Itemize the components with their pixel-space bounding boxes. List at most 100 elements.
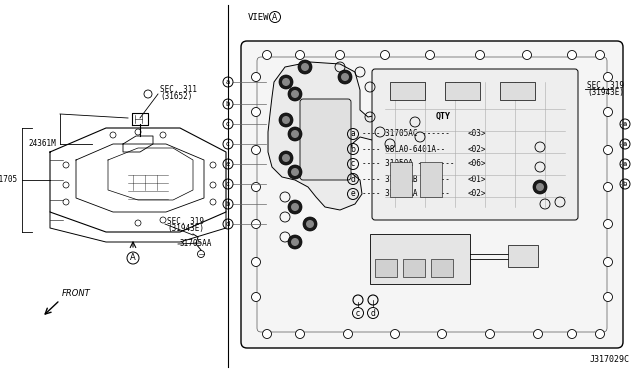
Text: b: b <box>351 144 355 154</box>
Circle shape <box>291 90 299 98</box>
FancyBboxPatch shape <box>372 69 578 220</box>
Text: c: c <box>356 308 360 317</box>
Circle shape <box>279 151 293 165</box>
FancyBboxPatch shape <box>241 41 623 348</box>
Text: A: A <box>273 13 278 22</box>
Text: c: c <box>351 160 355 169</box>
Text: 31705: 31705 <box>0 176 18 185</box>
Circle shape <box>252 73 260 81</box>
Text: a: a <box>623 141 627 147</box>
Text: ---- 31705AB ------: ---- 31705AB ------ <box>362 174 450 183</box>
Circle shape <box>536 183 544 191</box>
Bar <box>370 234 470 284</box>
Circle shape <box>604 257 612 266</box>
Bar <box>500 82 535 100</box>
Text: e: e <box>226 161 230 167</box>
Text: QTY: QTY <box>435 112 451 121</box>
Text: e: e <box>351 189 355 199</box>
Text: d: d <box>351 174 355 183</box>
Circle shape <box>279 75 293 89</box>
Text: (31943E): (31943E) <box>587 87 624 96</box>
Text: <02>: <02> <box>468 189 486 199</box>
Text: 24361M: 24361M <box>28 140 56 148</box>
Text: A: A <box>130 253 136 263</box>
Circle shape <box>252 145 260 154</box>
Circle shape <box>288 165 302 179</box>
Circle shape <box>604 73 612 81</box>
Text: ---- 31705AA ------: ---- 31705AA ------ <box>362 189 450 199</box>
Circle shape <box>291 238 299 246</box>
Circle shape <box>296 330 305 339</box>
Text: ---- 08LA0-6401A--: ---- 08LA0-6401A-- <box>362 144 450 154</box>
Bar <box>390 82 425 100</box>
Circle shape <box>335 51 344 60</box>
Circle shape <box>486 330 495 339</box>
Circle shape <box>438 330 447 339</box>
Circle shape <box>390 330 399 339</box>
Text: ---- 31705AC ------: ---- 31705AC ------ <box>362 129 450 138</box>
Circle shape <box>298 60 312 74</box>
Circle shape <box>279 113 293 127</box>
Text: ---- 31050A --------: ---- 31050A -------- <box>362 160 454 169</box>
Circle shape <box>303 217 317 231</box>
Circle shape <box>568 51 577 60</box>
Text: a: a <box>351 129 355 138</box>
Bar <box>390 162 412 197</box>
Text: J317029C: J317029C <box>590 356 630 365</box>
Text: b: b <box>623 181 627 187</box>
Circle shape <box>291 130 299 138</box>
Circle shape <box>252 257 260 266</box>
Bar <box>431 259 453 277</box>
Circle shape <box>344 330 353 339</box>
Text: c: c <box>226 141 230 147</box>
Circle shape <box>595 330 605 339</box>
Circle shape <box>306 220 314 228</box>
Text: VIEW: VIEW <box>248 13 269 22</box>
Bar <box>375 259 397 277</box>
Text: SEC. 311: SEC. 311 <box>160 86 197 94</box>
Circle shape <box>533 180 547 194</box>
Circle shape <box>282 154 290 162</box>
Text: b: b <box>226 101 230 107</box>
Circle shape <box>288 87 302 101</box>
Bar <box>403 259 425 277</box>
Circle shape <box>252 292 260 301</box>
Circle shape <box>288 127 302 141</box>
Circle shape <box>282 116 290 124</box>
FancyBboxPatch shape <box>300 99 351 180</box>
Bar <box>445 82 480 100</box>
Circle shape <box>262 51 271 60</box>
Circle shape <box>341 73 349 81</box>
Bar <box>508 245 538 267</box>
Circle shape <box>604 183 612 192</box>
Text: c: c <box>226 181 230 187</box>
Text: <06>: <06> <box>468 160 486 169</box>
Text: d: d <box>371 308 376 317</box>
Circle shape <box>381 51 390 60</box>
Circle shape <box>252 219 260 228</box>
Circle shape <box>595 51 605 60</box>
Text: d: d <box>226 221 230 227</box>
Circle shape <box>282 78 290 86</box>
Circle shape <box>301 63 309 71</box>
Text: SEC. 319: SEC. 319 <box>167 217 204 225</box>
Circle shape <box>604 145 612 154</box>
Text: <03>: <03> <box>468 129 486 138</box>
Polygon shape <box>268 62 390 210</box>
Text: a: a <box>623 161 627 167</box>
Text: FRONT: FRONT <box>62 289 91 298</box>
Circle shape <box>252 108 260 116</box>
Circle shape <box>288 235 302 249</box>
Circle shape <box>338 70 352 84</box>
Text: a: a <box>226 79 230 85</box>
Circle shape <box>291 203 299 211</box>
Circle shape <box>568 330 577 339</box>
Circle shape <box>296 51 305 60</box>
Circle shape <box>426 51 435 60</box>
Circle shape <box>522 51 531 60</box>
Circle shape <box>476 51 484 60</box>
Circle shape <box>262 330 271 339</box>
Text: b: b <box>226 201 230 207</box>
Text: SEC. 319: SEC. 319 <box>587 80 624 90</box>
Text: (31943E): (31943E) <box>167 224 204 232</box>
